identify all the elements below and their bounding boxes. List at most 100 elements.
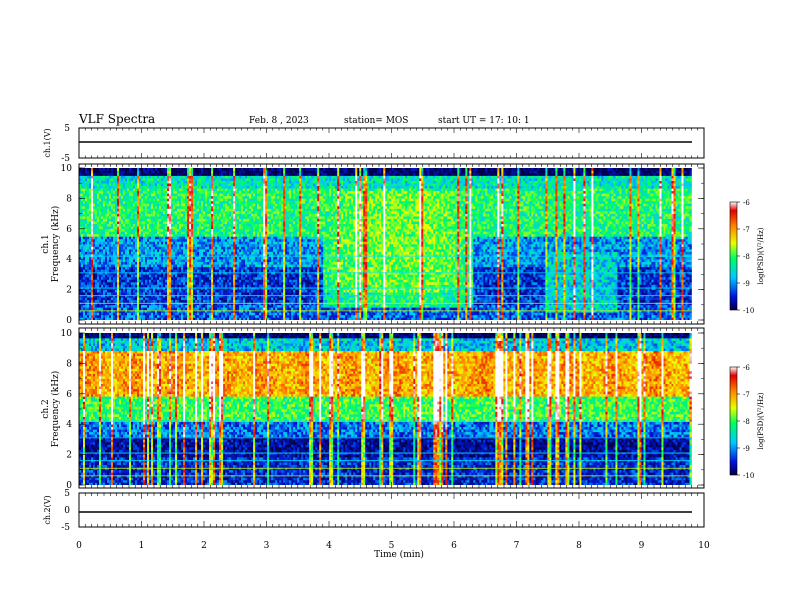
spectrogram-cell xyxy=(163,317,165,320)
spectrogram-cell xyxy=(145,305,147,308)
spectrogram-cell xyxy=(153,226,155,229)
spectrogram-cell xyxy=(141,224,143,227)
spectrogram-cell xyxy=(217,249,219,252)
spectrogram-cell xyxy=(133,196,135,199)
spectrogram-cell xyxy=(123,176,125,179)
spectrogram-cell xyxy=(87,206,89,209)
spectrogram-cell xyxy=(215,279,217,282)
spectrogram-cell xyxy=(193,310,195,313)
spectrogram-cell xyxy=(173,203,175,206)
spectrogram-cell xyxy=(237,300,239,303)
spectrogram-cell xyxy=(157,198,159,201)
spectrogram-cell xyxy=(121,209,123,212)
spectrogram-cell xyxy=(155,312,157,315)
spectrogram-cell xyxy=(167,300,169,303)
spectrogram-cell xyxy=(109,176,111,179)
spectrogram-cell xyxy=(107,274,109,277)
spectrogram-cell xyxy=(185,221,187,224)
spectrogram-cell xyxy=(219,226,221,229)
spectrogram-cell xyxy=(213,259,215,262)
spectrogram-cell xyxy=(151,214,153,217)
spectrogram-cell xyxy=(101,307,103,310)
spectrogram-cell xyxy=(133,279,135,282)
spectrogram-cell xyxy=(189,310,191,313)
spectrogram-cell xyxy=(85,279,87,282)
spectrogram-cell xyxy=(145,173,147,176)
spectrogram-cell xyxy=(97,203,99,206)
spectrogram-cell xyxy=(117,239,119,242)
spectrogram-cell xyxy=(215,307,217,310)
spectrogram-cell xyxy=(103,186,105,189)
spectrogram-cell xyxy=(129,272,131,275)
spectrogram-cell xyxy=(153,315,155,318)
spectrogram-cell xyxy=(139,229,141,232)
spectrogram-cell xyxy=(113,302,115,305)
spectrogram-cell xyxy=(229,244,231,247)
spectrogram-cell xyxy=(225,209,227,212)
spectrogram-cell xyxy=(125,191,127,194)
spectrogram-cell xyxy=(147,181,149,184)
spectrogram-cell xyxy=(209,307,211,310)
spectrogram-cell xyxy=(89,277,91,280)
spectrogram-cell xyxy=(109,279,111,282)
spectrogram-cell xyxy=(237,269,239,272)
spectrogram-cell xyxy=(105,191,107,194)
spectrogram-cell xyxy=(141,315,143,318)
spectrogram-cell xyxy=(95,178,97,181)
spectrogram-cell xyxy=(175,252,177,255)
spectrogram-cell xyxy=(181,295,183,298)
spectrogram-cell xyxy=(115,300,117,303)
spectrogram-cell xyxy=(107,262,109,265)
spectrogram-cell xyxy=(141,201,143,204)
spectrogram-cell xyxy=(83,285,85,288)
spectrogram-cell xyxy=(139,279,141,282)
spectrogram-cell xyxy=(171,277,173,280)
spectrogram-cell xyxy=(237,302,239,305)
spectrogram-cell xyxy=(127,234,129,237)
spectrogram-cell xyxy=(185,295,187,298)
spectrogram-cell xyxy=(151,277,153,280)
spectrogram-cell xyxy=(201,252,203,255)
spectrogram-cell xyxy=(209,181,211,184)
spectrogram-cell xyxy=(229,214,231,217)
spectrogram-cell xyxy=(157,300,159,303)
spectrogram-cell xyxy=(225,282,227,285)
spectrogram-cell xyxy=(235,178,237,181)
spectrogram-cell xyxy=(147,274,149,277)
spectrogram-cell xyxy=(149,302,151,305)
spectrogram-cell xyxy=(221,221,223,224)
spectrogram-cell xyxy=(231,244,233,247)
spectrogram-cell xyxy=(107,188,109,191)
spectrogram-cell xyxy=(141,178,143,181)
spectrogram-cell xyxy=(189,297,191,300)
spectrogram-cell xyxy=(181,290,183,293)
spectrogram-cell xyxy=(171,307,173,310)
spectrogram-cell xyxy=(181,176,183,179)
spectrogram-cell xyxy=(153,267,155,270)
spectrogram-cell xyxy=(125,282,127,285)
spectrogram-cell xyxy=(193,234,195,237)
spectrogram-cell xyxy=(191,221,193,224)
spectrogram-cell xyxy=(133,274,135,277)
spectrogram-cell xyxy=(85,241,87,244)
spectrogram-cell xyxy=(207,310,209,313)
spectrogram-cell xyxy=(223,252,225,255)
spectrogram-cell xyxy=(143,226,145,229)
spectrogram-cell xyxy=(101,198,103,201)
spectrogram-cell xyxy=(195,206,197,209)
spectrogram-cell xyxy=(123,279,125,282)
spectrogram-cell xyxy=(81,216,83,219)
spectrogram-cell xyxy=(101,257,103,260)
spectrogram-cell xyxy=(125,226,127,229)
spectrogram-cell xyxy=(131,239,133,242)
spectrogram-cell xyxy=(135,315,137,318)
spectrogram-cell xyxy=(81,310,83,313)
spectrogram-cell xyxy=(103,206,105,209)
spectrogram-cell xyxy=(187,201,189,204)
spectrogram-cell xyxy=(205,317,207,320)
spectrogram-cell xyxy=(167,188,169,191)
spectrogram-cell xyxy=(121,274,123,277)
spectrogram-cell xyxy=(99,244,101,247)
spectrogram-cell xyxy=(201,209,203,212)
spectrogram-cell xyxy=(131,312,133,315)
